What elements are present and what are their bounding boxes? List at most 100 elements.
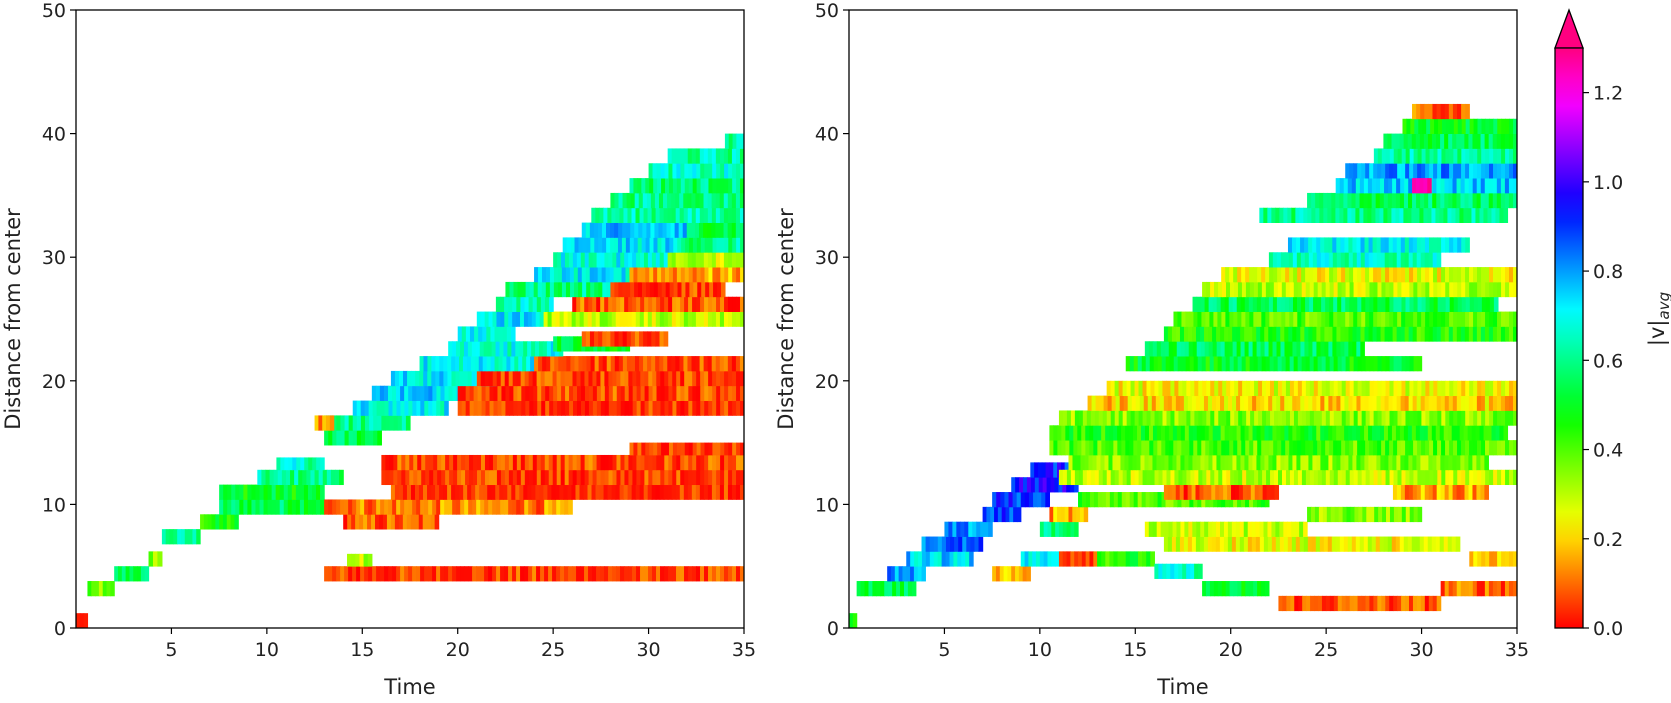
right-heatmap-cell [1405,440,1410,456]
left-heatmap-cell [516,370,522,387]
right-heatmap-cell [1460,484,1466,500]
right-heatmap-cell [1224,395,1229,411]
right-heatmap-cell [1493,296,1499,312]
right-heatmap-cell [1265,311,1270,327]
right-heatmap-cell [1287,536,1293,552]
right-heatmap-cell [1426,118,1431,134]
right-heatmap-cell [1173,356,1179,372]
right-heatmap-cell [1072,454,1078,471]
left-heatmap-cell [300,457,305,471]
left-heatmap-band [476,311,545,327]
left-heatmap-cell [626,192,632,209]
right-heatmap-cell [1192,454,1198,471]
right-y-tick-label: 40 [815,124,839,146]
left-heatmap-cell [352,415,358,431]
right-heatmap-cell [1265,267,1270,283]
right-heatmap-cell [921,566,926,582]
right-heatmap-cell [1381,356,1387,372]
right-heatmap-cell [1254,484,1260,500]
right-heatmap-cell [860,581,866,597]
left-heatmap-cell [473,385,479,401]
left-heatmap-cell [554,356,559,372]
right-heatmap-cell [1163,536,1169,552]
left-heatmap-cell [594,281,599,298]
left-heatmap-cell [365,430,370,446]
left-heatmap-cell [429,469,434,486]
left-heatmap-cell [467,484,472,500]
right-heatmap-cell [1126,410,1132,426]
right-heatmap-cell [1159,395,1165,411]
right-heatmap-cell [1427,536,1433,552]
right-heatmap-cell [1501,163,1506,179]
right-heatmap-cell [1415,536,1421,552]
left-heatmap-cell [704,296,709,312]
left-heatmap-cell [404,385,409,401]
right-heatmap-cell [1268,395,1273,411]
left-heatmap-cell [477,469,482,486]
right-heatmap-cell [1218,410,1223,426]
right-heatmap-cell [1429,469,1434,486]
right-heatmap-cell [1497,380,1502,397]
right-heatmap-cell [1333,356,1339,372]
right-heatmap-cell [1473,296,1479,312]
right-heatmap-cell [1153,440,1158,456]
right-heatmap-cell [1233,281,1239,298]
right-heatmap-cell [1369,440,1374,456]
left-heatmap-cell [704,178,710,194]
left-heatmap-cell [516,311,521,327]
left-heatmap-cell [629,442,635,456]
right-heatmap-band [1392,484,1489,500]
left-heatmap-cell [527,311,533,327]
right-heatmap-cell [1425,296,1431,312]
left-heatmap-cell [177,529,182,545]
left-heatmap-cell [520,499,525,515]
right-heatmap-cell [1357,267,1362,283]
left-heatmap-cell [684,566,689,582]
left-heatmap-cell [654,222,660,238]
left-heatmap-cell [472,566,477,582]
right-heatmap-cell [1168,521,1174,537]
right-heatmap-cell [1420,454,1425,471]
right-heatmap-cell [969,551,974,567]
right-heatmap-cell [1408,178,1413,194]
right-heatmap-cell [1250,410,1255,426]
right-heatmap-cell [1472,192,1478,209]
right-heatmap-cell [1468,484,1474,500]
left-heatmap-cell [380,566,385,582]
left-heatmap-cell [551,311,557,327]
right-heatmap-cell [1297,267,1302,283]
left-heatmap-cell [720,281,726,298]
right-heatmap-cell [1170,410,1176,426]
right-heatmap-cell [1303,207,1308,223]
left-heatmap-cell [580,400,586,416]
left-heatmap-cell [463,341,469,357]
right-heatmap-cell [1387,425,1393,441]
left-heatmap-cell [483,341,489,357]
left-heatmap-cell [590,237,595,253]
left-heatmap-cell [401,469,406,486]
left-heatmap-cell [638,192,644,209]
left-heatmap-cell [431,370,436,387]
right-heatmap-cell [1271,521,1277,537]
left-heatmap-cell [516,469,522,486]
left-x-axis-label: Time [383,675,435,699]
right-heatmap-cell [1493,311,1498,327]
right-heatmap-cell [1130,380,1136,397]
right-heatmap-cell [1484,484,1489,500]
left-heatmap-cell [382,514,388,530]
left-heatmap-cell [574,356,580,372]
left-heatmap-cell [397,469,402,486]
right-heatmap-cell [1217,440,1222,456]
left-heatmap-cell [423,356,429,372]
left-heatmap-cell [368,566,373,582]
right-heatmap-cell [1308,425,1313,441]
left-heatmap-cell [583,311,589,327]
right-heatmap-band [1058,551,1098,567]
left-heatmap-cell [348,499,353,515]
left-heatmap-cell [517,400,522,416]
left-heatmap-cell [531,484,536,500]
right-heatmap-cell [1393,148,1399,164]
left-heatmap-cell [606,222,611,238]
left-heatmap-cell [424,385,429,401]
left-heatmap-cell [648,163,654,179]
